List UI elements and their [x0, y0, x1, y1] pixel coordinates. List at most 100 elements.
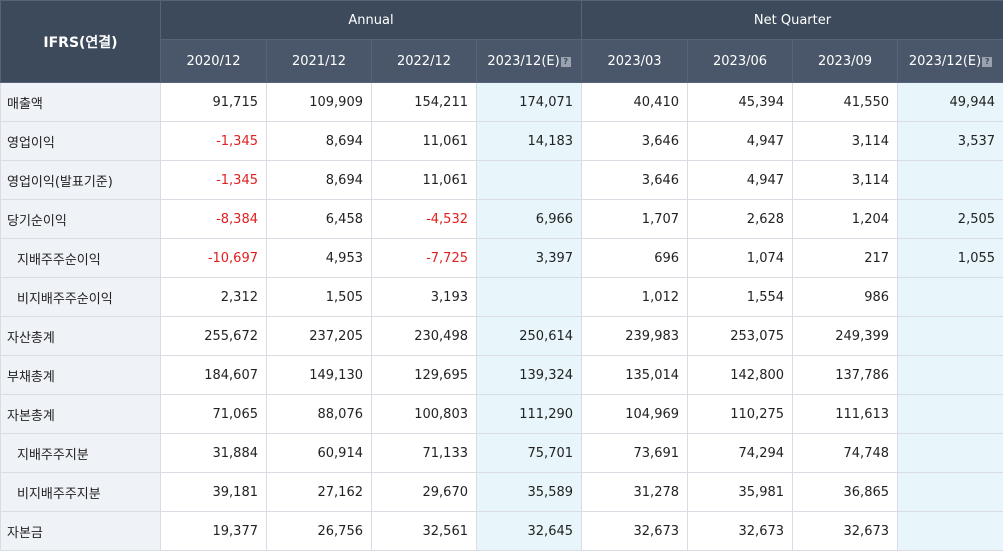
table-cell: 250,614: [475, 316, 583, 356]
table-cell: -4,532: [371, 199, 477, 239]
table-cell: -1,345: [160, 121, 267, 161]
table-cell: 111,290: [475, 394, 583, 434]
table-cell: 39,181: [160, 472, 267, 512]
table-cell: 73,691: [581, 433, 689, 473]
row-label: 부채총계: [0, 355, 161, 395]
table-row: 매출액 91,715 109,909 154,211 174,071 40,410 45,3…: [0, 82, 1003, 122]
table-cell: 1,554: [687, 277, 794, 317]
table-row: 지배주주순이익 -10,697 4,953 -7,725 3,397 696 1,074 21…: [0, 238, 1003, 278]
row-label: 자본금: [0, 511, 161, 551]
table-cell: -10,697: [160, 238, 267, 278]
table-cell: 4,947: [687, 121, 794, 161]
table-cell: 91,715: [160, 82, 267, 122]
row-label: 자산총계: [0, 316, 161, 356]
table-cell: 217: [792, 238, 899, 278]
table-row: 당기순이익 -8,384 6,458 -4,532 6,966 1,707 2,628 1,2…: [0, 199, 1003, 239]
table-cell: 6,966: [475, 199, 583, 239]
table-cell: 45,394: [687, 82, 794, 122]
table-cell: 6,458: [266, 199, 372, 239]
table-cell: 129,695: [371, 355, 477, 395]
column-header: 2022/12: [371, 39, 477, 83]
table-row: 영업이익(발표기준) -1,345 8,694 11,061 3,646 4,947 3,1…: [0, 160, 1003, 200]
table-cell: 3,646: [581, 160, 689, 200]
table-cell: 2,505: [897, 199, 1003, 239]
table-cell: 74,748: [792, 433, 899, 473]
table-cell: 31,278: [581, 472, 689, 512]
table-cell: 1,012: [581, 277, 689, 317]
table-cell: 249,399: [792, 316, 899, 356]
table-cell: 8,694: [266, 160, 372, 200]
table-corner-header: IFRS(연결): [0, 0, 161, 83]
table-cell: 35,981: [687, 472, 794, 512]
table-cell: [897, 433, 1003, 473]
table-cell: 32,645: [475, 511, 583, 551]
column-header: 2020/12: [160, 39, 267, 83]
table-cell: [475, 277, 583, 317]
table-cell: 3,646: [581, 121, 689, 161]
table-cell: 1,505: [266, 277, 372, 317]
table-cell: 1,074: [687, 238, 794, 278]
table-cell: 60,914: [266, 433, 372, 473]
table-cell: 239,983: [581, 316, 689, 356]
table-cell: 74,294: [687, 433, 794, 473]
table-cell: 137,786: [792, 355, 899, 395]
table-cell: 142,800: [687, 355, 794, 395]
table-cell: 1,204: [792, 199, 899, 239]
row-label: 자본총계: [0, 394, 161, 434]
table-cell: 100,803: [371, 394, 477, 434]
table-cell: -8,384: [160, 199, 267, 239]
table-cell: 32,673: [581, 511, 689, 551]
column-header-estimate: 2023/12(E)?: [897, 39, 1003, 83]
table-cell: 31,884: [160, 433, 267, 473]
table-cell: 8,694: [266, 121, 372, 161]
table-row: 자본금 19,377 26,756 32,561 32,645 32,673 32,673 3…: [0, 511, 1003, 551]
table-cell: 4,953: [266, 238, 372, 278]
table-cell: [897, 394, 1003, 434]
info-icon[interactable]: ?: [560, 56, 571, 67]
column-header: 2023/06: [687, 39, 794, 83]
table-row: 비지배주주지분 39,181 27,162 29,670 35,589 31,278 35,…: [0, 472, 1003, 512]
table-cell: 104,969: [581, 394, 689, 434]
table-cell: [897, 472, 1003, 512]
column-header: 2023/09: [792, 39, 899, 83]
table-row: 비지배주주순이익 2,312 1,505 3,193 1,012 1,554 986: [0, 277, 1003, 317]
table-cell: 11,061: [371, 160, 477, 200]
table-cell: 230,498: [371, 316, 477, 356]
info-icon[interactable]: ?: [982, 56, 993, 67]
table-cell: 237,205: [266, 316, 372, 356]
table-cell: 26,756: [266, 511, 372, 551]
table-cell: 135,014: [581, 355, 689, 395]
table-cell: 1,707: [581, 199, 689, 239]
table-cell: 35,589: [475, 472, 583, 512]
row-label: 당기순이익: [0, 199, 161, 239]
table-cell: 109,909: [266, 82, 372, 122]
table-cell: 139,324: [475, 355, 583, 395]
table-cell: 3,114: [792, 121, 899, 161]
column-header: 2021/12: [266, 39, 372, 83]
table-cell: 32,561: [371, 511, 477, 551]
table-cell: 154,211: [371, 82, 477, 122]
table-cell: 29,670: [371, 472, 477, 512]
table-cell: 32,673: [792, 511, 899, 551]
table-cell: 3,397: [475, 238, 583, 278]
table-cell: [897, 160, 1003, 200]
row-label: 비지배주주순이익: [0, 277, 161, 317]
table-cell: 1,055: [897, 238, 1003, 278]
table-row: 부채총계 184,607 149,130 129,695 139,324 135,014 1…: [0, 355, 1003, 395]
table-cell: 255,672: [160, 316, 267, 356]
table-cell: 14,183: [475, 121, 583, 161]
row-label: 지배주주지분: [0, 433, 161, 473]
table-cell: 88,076: [266, 394, 372, 434]
table-row: 영업이익 -1,345 8,694 11,061 14,183 3,646 4,947 3,1…: [0, 121, 1003, 161]
table-cell: [897, 277, 1003, 317]
table-cell: 174,071: [475, 82, 583, 122]
row-label: 매출액: [0, 82, 161, 122]
table-row: 지배주주지분 31,884 60,914 71,133 75,701 73,691 74,2…: [0, 433, 1003, 473]
table-cell: 110,275: [687, 394, 794, 434]
table-cell: 49,944: [897, 82, 1003, 122]
quarter-group-header: Net Quarter: [581, 0, 1003, 40]
table-cell: 75,701: [475, 433, 583, 473]
table-cell: 41,550: [792, 82, 899, 122]
table-row: 자본총계 71,065 88,076 100,803 111,290 104,969 110…: [0, 394, 1003, 434]
